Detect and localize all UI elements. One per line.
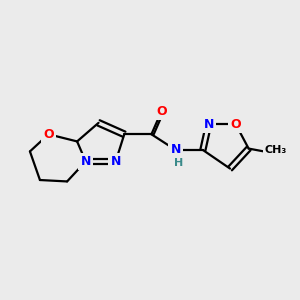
Text: O: O (156, 105, 167, 118)
Text: N: N (110, 155, 121, 168)
Text: CH₃: CH₃ (265, 145, 287, 155)
Text: N: N (203, 118, 214, 131)
Text: H: H (174, 158, 183, 168)
Text: N: N (80, 155, 91, 168)
Text: O: O (43, 128, 54, 141)
Text: O: O (230, 118, 241, 131)
Text: N: N (170, 143, 181, 157)
